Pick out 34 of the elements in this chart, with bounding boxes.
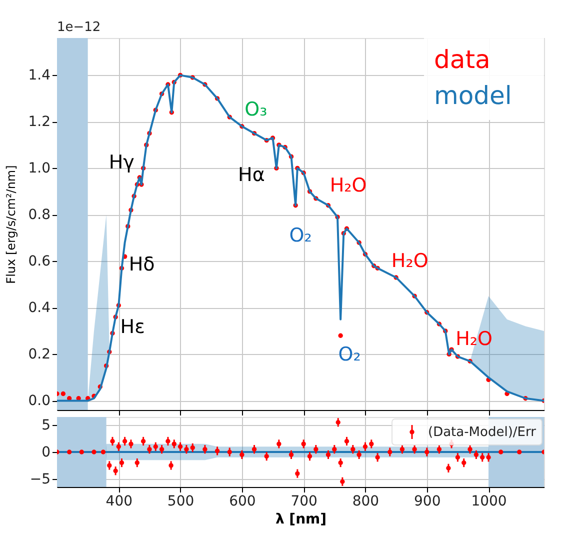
annotation: O₂ [338, 343, 361, 366]
annotation: O₃ [244, 98, 268, 120]
y-tick-label: 0.0 [28, 393, 50, 410]
text: data [434, 45, 490, 74]
y-tick-label: 0.4 [28, 300, 51, 316]
y-tick-label: 5 [42, 418, 50, 434]
y-tick-label: −5 [30, 471, 50, 488]
y-tick-label: 0.8 [28, 207, 50, 224]
text: model [434, 81, 512, 110]
x-tick-label: 500 [167, 494, 194, 510]
y-tick-label: 0 [42, 444, 50, 460]
legend-label: (Data-Model)/Err [428, 425, 537, 440]
x-tick-label: 700 [290, 494, 318, 510]
y-axis-title: Flux [erg/s/cm²/nm] [4, 165, 18, 284]
x-tick-label: 600 [229, 494, 256, 510]
x-tick-label: 900 [414, 494, 441, 510]
annotation: O₂ [289, 224, 312, 246]
x-axis-title: λ [nm] [275, 512, 327, 528]
y-tick-label: 1.2 [28, 114, 50, 130]
annotation: Hε [120, 316, 145, 338]
y-tick-label: 1.0 [28, 160, 50, 177]
annotation: Hγ [108, 152, 134, 174]
annotation: H₂O [330, 174, 367, 196]
x-tick-label: 800 [352, 494, 380, 510]
x-tick-label: 400 [106, 494, 133, 510]
annotation: H₂O [456, 328, 492, 350]
y-tick-label: 0.2 [28, 346, 50, 363]
annotation: Hδ [128, 254, 155, 276]
x-tick-label: 1000 [471, 494, 507, 510]
annotation: H₂O [391, 250, 428, 272]
text: 1e−12 [57, 20, 101, 35]
y-tick-label: 0.6 [28, 254, 51, 270]
annotation: Hα [238, 164, 265, 186]
y-tick-label: 1.4 [28, 68, 51, 84]
